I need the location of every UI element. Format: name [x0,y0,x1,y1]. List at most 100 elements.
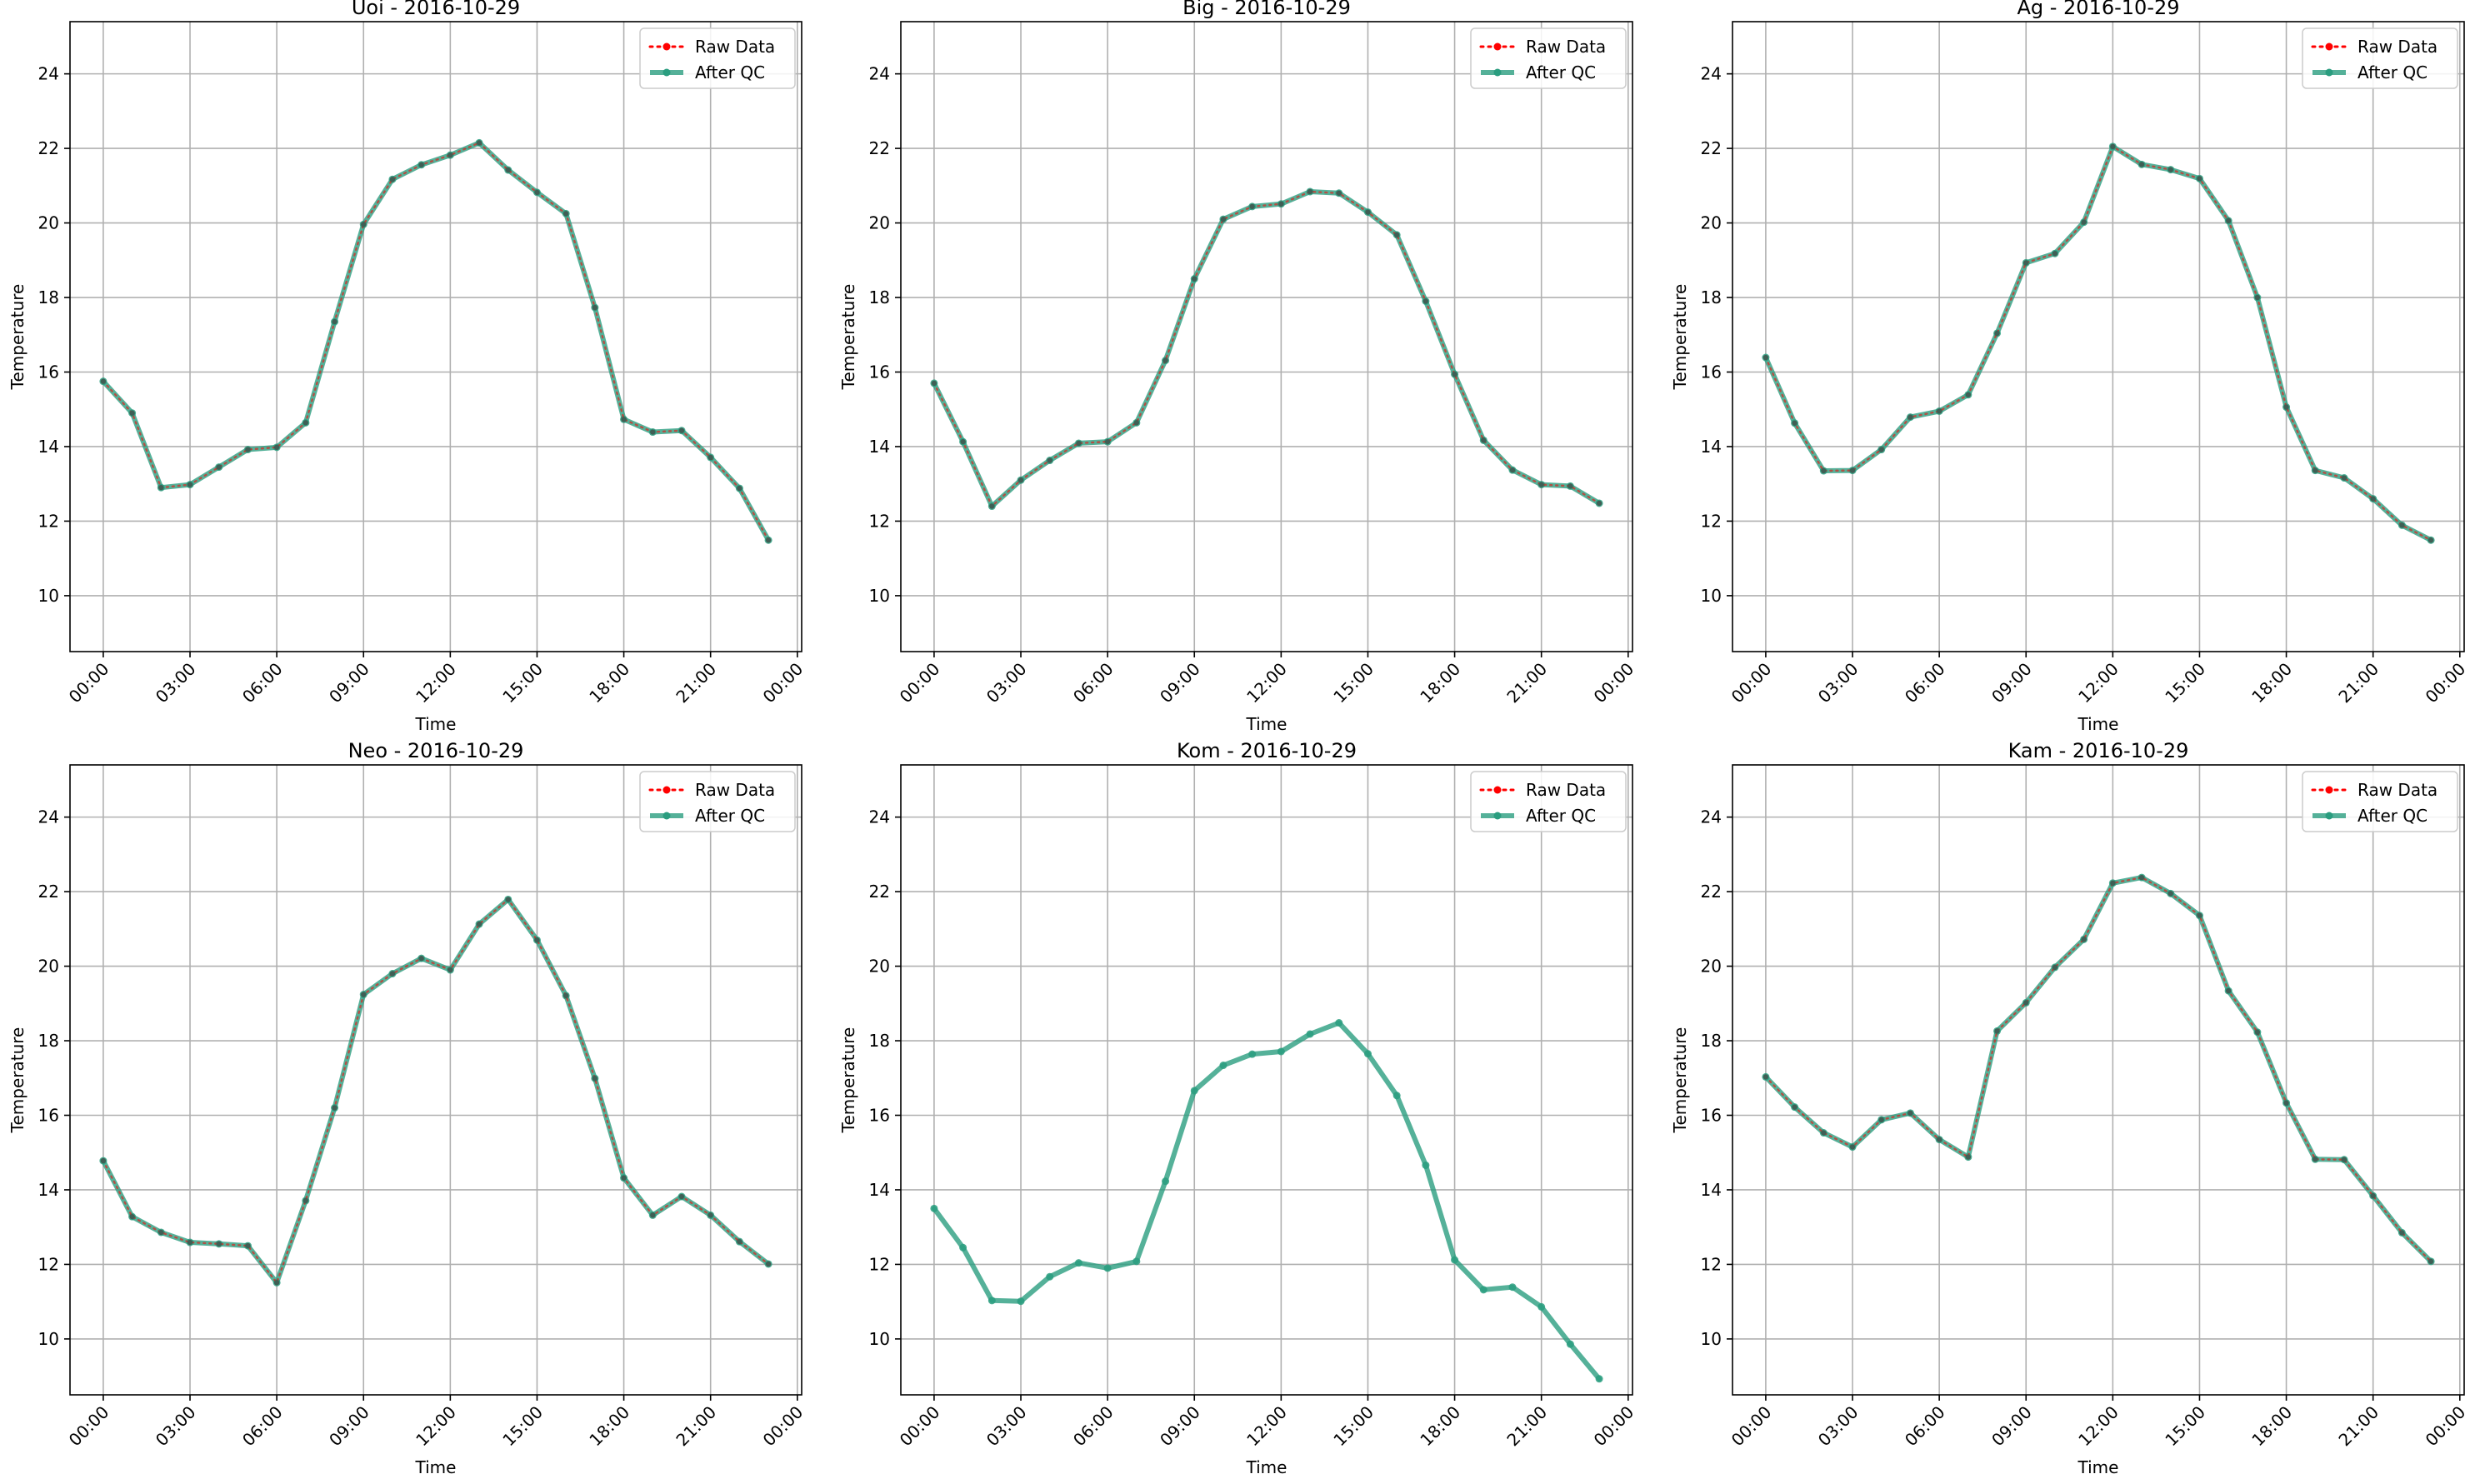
raw-data-point [2110,880,2116,887]
after-qc-point [1335,1019,1343,1027]
x-tick-label: 09:00 [1156,659,1204,707]
raw-data-point [1509,467,1516,473]
x-tick-label: 00:00 [1728,1402,1776,1451]
y-tick-label: 24 [869,64,890,84]
x-axis-label: Time [415,714,457,734]
x-tick-label: 06:00 [1901,659,1949,707]
raw-data-point [1994,1028,2000,1034]
plot-frame [1732,21,2465,652]
raw-data-point [1133,420,1140,426]
raw-data-point [505,897,511,902]
legend-label-qc: After QC [1526,62,1596,82]
raw-data-point [960,438,966,445]
plot-frame [900,764,1633,1396]
raw-data-point [1762,1074,1769,1080]
raw-data-point [505,167,511,173]
raw-data-point [216,464,222,470]
raw-data-point [1336,190,1342,196]
y-tick-label: 22 [1701,138,1722,158]
raw-data-point [562,211,569,217]
raw-data-point [1249,203,1255,210]
raw-data-point [534,189,540,196]
x-tick-label: 00:00 [1590,659,1638,707]
raw-data-point [1936,1137,1942,1142]
raw-data-point [1481,437,1487,443]
raw-data-point [1076,440,1082,447]
legend: Raw Data After QC [2302,27,2458,89]
x-tick-label: 12:00 [1242,1402,1291,1451]
raw-data-point [1307,188,1313,195]
after-qc-point [959,1243,968,1252]
raw-data-point [1047,457,1052,463]
after-qc-point [1422,1161,1430,1169]
y-tick-label: 16 [869,362,890,382]
legend-qc-marker [1493,68,1502,77]
y-tick-label: 16 [1701,1105,1722,1125]
x-tick-label: 12:00 [2074,659,2122,707]
x-tick-label: 03:00 [152,659,200,707]
raw-data-point [187,1239,193,1246]
x-axis-label: Time [1246,714,1288,734]
raw-data-point [765,1261,772,1267]
raw-data-point [245,447,251,452]
x-tick-label: 06:00 [238,659,287,707]
legend-label-raw: Raw Data [695,780,775,800]
subplot: 10 12 14 16 18 20 22 24 00:00 03:00 06:00 09:00 12:0… [838,0,1638,734]
x-tick-label: 18:00 [1416,659,1464,707]
raw-data-point [2225,987,2232,994]
x-tick-label: 00:00 [1590,1402,1638,1451]
after-qc-line [1762,143,2434,543]
raw-data-point [2110,143,2116,150]
raw-data-point [765,537,772,543]
raw-data-point [158,1229,164,1236]
x-tick-label: 00:00 [2422,659,2470,707]
raw-data-point [2023,1000,2029,1006]
raw-data-point [2197,176,2202,182]
subplot: 10 12 14 16 18 20 22 24 00:00 03:00 06:00 09:00 12:0… [8,0,807,734]
legend-qc-marker [2325,68,2333,77]
y-tick-label: 10 [1701,586,1722,606]
y-tick-label: 12 [1701,1254,1722,1274]
after-qc-point [1392,1092,1401,1100]
subplot: 10 12 14 16 18 20 22 24 00:00 03:00 06:00 09:00 12:0… [838,739,1638,1477]
x-tick-label: 12:00 [412,659,460,707]
x-tick-label: 00:00 [1728,659,1776,707]
y-tick-label: 10 [869,586,890,606]
raw-data-point [332,1105,338,1111]
x-tick-label: 09:00 [1988,1402,2036,1451]
y-tick-label: 14 [1701,1180,1722,1200]
y-tick-label: 10 [1701,1329,1722,1349]
raw-data-point [2081,219,2087,225]
after-qc-point [988,1297,996,1305]
legend: Raw Data After QC [639,771,796,832]
raw-data-point [476,921,482,927]
raw-data-point [2399,1230,2405,1236]
raw-data-point [245,1242,251,1249]
x-tick-label: 21:00 [1502,659,1551,707]
raw-data-point [650,1212,656,1218]
raw-data-point [1965,392,1972,397]
y-axis-label: Temperature [1670,284,1690,391]
raw-data-point [1792,420,1798,426]
y-tick-label: 16 [38,1105,59,1125]
x-tick-label: 09:00 [1988,659,2036,707]
raw-data-point [2138,162,2145,167]
x-tick-label: 15:00 [498,1402,547,1451]
raw-data-point [2341,1157,2348,1162]
legend-raw-marker [662,42,671,51]
y-tick-label: 24 [1701,64,1722,84]
y-tick-label: 18 [869,1031,890,1051]
y-tick-label: 12 [869,1254,890,1274]
x-tick-label: 21:00 [1502,1402,1551,1451]
raw-data-line [102,897,770,1285]
raw-data-point [1393,232,1400,238]
legend-raw-marker [1493,786,1502,794]
raw-data-point [592,304,598,311]
raw-data-point [448,967,453,973]
x-tick-label: 15:00 [498,659,547,707]
raw-data-point [1278,201,1284,207]
after-qc-point [930,1204,938,1212]
subplot: 10 12 14 16 18 20 22 24 00:00 03:00 06:00 09:00 12:0… [1670,0,2469,734]
raw-data-point [2399,522,2405,528]
raw-data-point [1452,371,1458,377]
